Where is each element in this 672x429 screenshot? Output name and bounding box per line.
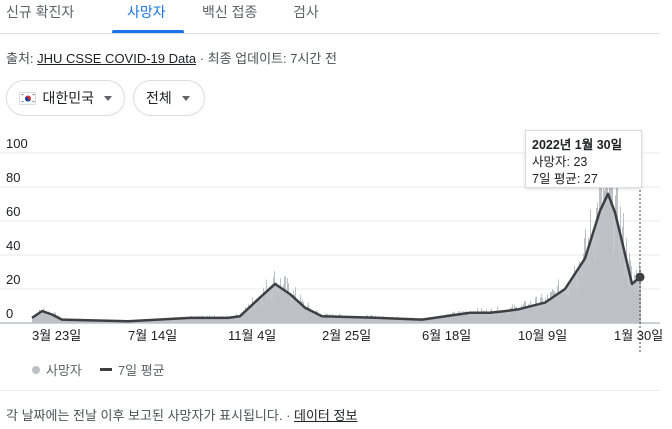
x-tick-label: 6월 18일 bbox=[422, 328, 471, 343]
country-select[interactable]: 대한민국 bbox=[6, 80, 125, 116]
last-point-marker bbox=[635, 272, 645, 282]
country-select-label: 대한민국 bbox=[42, 90, 94, 106]
tabs-divider bbox=[0, 33, 660, 34]
legend-deaths: 사망자 bbox=[46, 363, 82, 378]
tooltip-date: 2022년 1월 30일 bbox=[532, 138, 623, 152]
deaths-legend-dot-icon bbox=[32, 365, 40, 374]
range-select[interactable]: 전체 bbox=[133, 80, 205, 116]
avg-area bbox=[32, 193, 640, 323]
x-tick-label: 2월 25일 bbox=[322, 328, 371, 343]
tab-vaccination[interactable]: 백신 접종 bbox=[202, 4, 258, 20]
footnote: 각 날짜에는 전날 이후 보고된 사망자가 표시됩니다. · 데이터 정보 bbox=[6, 405, 357, 424]
korea-flag-icon bbox=[19, 91, 37, 105]
source-line: 출처: JHU CSSE COVID-19 Data · 최종 업데이트: 7시… bbox=[6, 48, 337, 67]
x-tick-label: 10월 9일 bbox=[518, 328, 567, 343]
y-tick-label: 0 bbox=[6, 306, 13, 321]
y-tick-label: 20 bbox=[6, 272, 20, 287]
avg-line bbox=[31, 192, 641, 323]
tooltip-deaths: 사망자: 23 bbox=[532, 155, 588, 169]
x-axis-ticks: 3월 23일 7월 14일 11월 4일 2월 25일 6월 18일 10월 9일 1월 3… bbox=[32, 328, 663, 343]
y-axis-ticks: 0 20 40 60 80 100 bbox=[6, 136, 28, 321]
tooltip-avg: 7일 평균: 27 bbox=[532, 172, 598, 186]
range-select-label: 전체 bbox=[146, 90, 172, 106]
chart-tooltip: 2022년 1월 30일 사망자: 23 7일 평균: 27 bbox=[525, 130, 642, 188]
source-link[interactable]: JHU CSSE COVID-19 Data bbox=[37, 51, 197, 66]
deaths-chart[interactable]: 0 20 40 60 80 100 3월 23일 7월 14일 11월 4일 2월 25일 6월 … bbox=[0, 128, 672, 353]
y-tick-label: 80 bbox=[6, 170, 20, 185]
footnote-text: 각 날짜에는 전날 이후 보고된 사망자가 표시됩니다. bbox=[6, 408, 283, 423]
data-info-link[interactable]: 데이터 정보 bbox=[294, 408, 358, 423]
chevron-down-icon bbox=[104, 95, 112, 101]
chevron-down-icon bbox=[181, 95, 190, 101]
active-tab-indicator bbox=[112, 30, 184, 33]
chart-legend: 사망자 7일 평균 bbox=[32, 360, 165, 379]
x-tick-label: 7월 14일 bbox=[128, 328, 177, 343]
y-tick-label: 100 bbox=[6, 136, 28, 151]
x-tick-label: 11월 4일 bbox=[228, 328, 276, 343]
legend-avg: 7일 평균 bbox=[117, 363, 165, 378]
tab-bar: 신규 확진자 사망자 백신 접종 검사 bbox=[0, 0, 672, 34]
tab-tests[interactable]: 검사 bbox=[293, 4, 319, 20]
avg-legend-line-icon bbox=[99, 368, 112, 371]
source-prefix: 출처: bbox=[6, 51, 38, 66]
tab-new-cases[interactable]: 신규 확진자 bbox=[6, 4, 75, 20]
footnote-separator: · bbox=[282, 408, 295, 423]
y-tick-label: 60 bbox=[6, 204, 20, 219]
last-updated: · 최종 업데이트: 7시간 전 bbox=[196, 51, 337, 66]
y-tick-label: 40 bbox=[6, 238, 20, 253]
bottom-divider bbox=[0, 390, 660, 391]
tab-deaths[interactable]: 사망자 bbox=[127, 4, 166, 20]
x-tick-label: 3월 23일 bbox=[32, 328, 81, 343]
x-tick-label: 1월 30일 bbox=[614, 328, 663, 343]
